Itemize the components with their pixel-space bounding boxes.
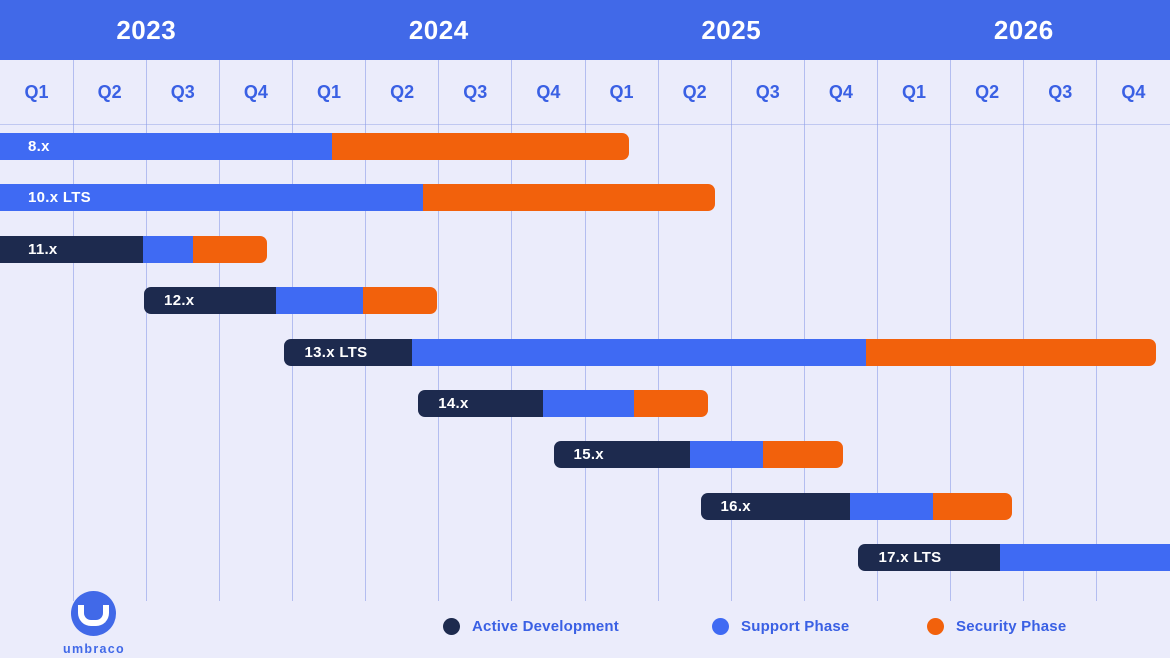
legend-item-support-phase: Support Phase [712, 617, 849, 636]
version-bar-label: 14.x [438, 395, 469, 412]
gridline [292, 60, 293, 601]
active-phase-segment [284, 339, 412, 366]
version-bar-12-x: 12.x [144, 287, 437, 314]
support-phase-segment [690, 441, 764, 468]
support-phase-segment [1000, 544, 1170, 571]
gridline [1096, 60, 1098, 601]
quarter-label: Q2 [97, 81, 122, 102]
quarter-label: Q1 [902, 81, 927, 102]
security-phase-segment [331, 133, 629, 160]
support-phase-segment [276, 287, 363, 314]
gridline [1023, 60, 1025, 601]
version-bar-15-x: 15.x [553, 441, 844, 468]
version-bar-16-x: 16.x [700, 493, 1013, 520]
quarter-label: Q4 [243, 81, 268, 102]
quarter-label: Q1 [317, 81, 342, 102]
umbraco-u-glyph [78, 604, 109, 626]
active-phase-segment [858, 544, 1001, 571]
year-label-2024: 2024 [408, 14, 469, 45]
security-phase-segment [633, 390, 708, 417]
support-phase-segment [542, 390, 634, 417]
gridline [950, 60, 952, 601]
security-phase-segment [933, 493, 1013, 520]
legend-dot-icon [712, 618, 729, 635]
quarter-label: Q4 [1121, 81, 1146, 102]
umbraco-wordmark: umbraco [63, 642, 125, 656]
support-phase-segment [0, 184, 423, 211]
active-phase-segment [553, 441, 691, 468]
quarter-label: Q4 [536, 81, 561, 102]
quarter-label: Q1 [24, 81, 49, 102]
security-phase-segment [763, 441, 844, 468]
active-phase-segment [144, 287, 277, 314]
version-bar-label: 8.x [28, 138, 50, 155]
support-phase-segment [142, 236, 194, 263]
year-label-2025: 2025 [701, 14, 762, 45]
gridline [803, 60, 805, 601]
quarter-label: Q3 [463, 81, 488, 102]
gridline [438, 60, 440, 601]
support-phase-segment [849, 493, 934, 520]
quarter-label: Q1 [609, 81, 634, 102]
quarter-row-divider [0, 124, 1170, 125]
version-bar-8-x: 8.x [0, 133, 629, 160]
security-phase-segment [362, 287, 437, 314]
gridline [584, 60, 586, 601]
legend-label: Support Phase [741, 618, 850, 635]
quarter-label: Q2 [682, 81, 707, 102]
version-bar-label: 17.x LTS [878, 549, 942, 566]
quarter-label: Q2 [975, 81, 1000, 102]
version-bar-14-x: 14.x [418, 390, 708, 417]
quarter-label: Q4 [828, 81, 853, 102]
year-header: 2023 2024 2025 2026 [0, 0, 1170, 60]
active-phase-segment [700, 493, 850, 520]
version-bar-label: 16.x [720, 498, 751, 515]
year-label-2023: 2023 [116, 14, 177, 45]
support-phase-segment [0, 133, 332, 160]
version-bar-label: 11.x [28, 241, 58, 258]
security-phase-segment [422, 184, 716, 211]
version-bar-11-x: 11.x [0, 236, 267, 263]
legend-label: Active Development [472, 618, 619, 635]
legend-dot-icon [443, 618, 460, 635]
version-bar-13-x-lts: 13.x LTS [284, 339, 1157, 366]
gridline [877, 60, 878, 601]
version-bar-label: 13.x LTS [304, 344, 368, 361]
legend-dot-icon [927, 618, 944, 635]
legend-item-security-phase: Security Phase [927, 617, 1066, 636]
version-bar-17-x-lts: 17.x LTS [858, 544, 1170, 571]
support-phase-segment [411, 339, 866, 366]
version-bar-label: 10.x LTS [28, 189, 91, 206]
gridline [657, 60, 659, 601]
version-bar-label: 15.x [573, 446, 604, 463]
security-phase-segment [193, 236, 267, 263]
legend-label: Security Phase [956, 618, 1067, 635]
year-label-2026: 2026 [993, 14, 1054, 45]
gridline [730, 60, 732, 601]
gridline [72, 60, 74, 601]
quarter-label: Q3 [170, 81, 195, 102]
gridline [145, 60, 147, 601]
quarter-label: Q2 [390, 81, 415, 102]
gridline [511, 60, 513, 601]
active-phase-segment [418, 390, 543, 417]
version-bar-10-x-lts: 10.x LTS [0, 184, 716, 211]
gridline [365, 60, 367, 601]
umbraco-logo-icon [71, 591, 116, 636]
gridline [218, 60, 220, 601]
quarter-label: Q3 [755, 81, 780, 102]
version-bar-label: 12.x [164, 292, 195, 309]
active-phase-segment [0, 236, 143, 263]
quarter-label: Q3 [1048, 81, 1073, 102]
legend-item-active-development: Active Development [443, 617, 619, 636]
security-phase-segment [865, 339, 1157, 366]
